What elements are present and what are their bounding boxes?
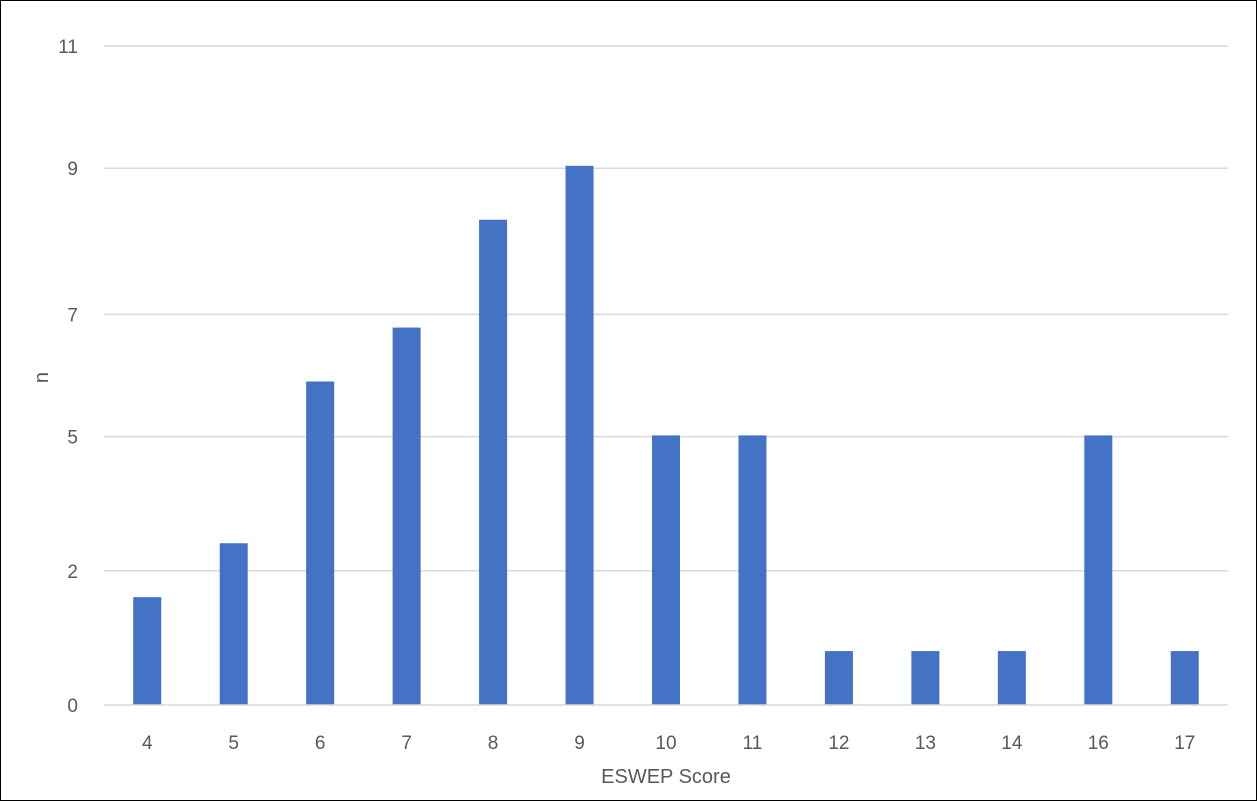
bar-5	[219, 543, 248, 705]
bar-17	[1170, 651, 1199, 705]
bar-8	[479, 219, 508, 705]
x-tick-label: 4	[142, 733, 153, 754]
x-tick-label: 16	[1088, 733, 1109, 754]
y-tick-label: 9	[67, 159, 78, 180]
y-axis-tick-labels: 0 2 5 7 9 11	[58, 37, 78, 717]
bar-7	[392, 327, 421, 705]
x-tick-label: 7	[401, 733, 412, 754]
bar-12	[824, 651, 853, 705]
x-axis-title: ESWEP Score	[601, 766, 731, 788]
x-tick-label: 9	[574, 733, 585, 754]
bar-6	[306, 381, 335, 705]
gridlines	[104, 45, 1228, 572]
x-tick-label: 14	[1001, 733, 1023, 754]
x-tick-label: 6	[315, 733, 326, 754]
bar-10	[652, 435, 680, 705]
bar-16	[1084, 435, 1113, 705]
y-tick-label: 2	[67, 562, 78, 583]
y-tick-label: 11	[58, 37, 78, 58]
y-tick-label: 5	[67, 428, 78, 449]
y-axis-title: n	[31, 372, 53, 383]
y-tick-label: 0	[67, 696, 78, 717]
x-tick-label: 5	[228, 733, 239, 754]
bar-14	[997, 651, 1026, 705]
x-tick-label: 8	[488, 733, 499, 754]
bars	[133, 165, 1199, 705]
bar-4	[133, 597, 162, 705]
x-tick-label: 12	[828, 733, 849, 754]
bar-13	[911, 651, 940, 705]
x-tick-label: 11	[743, 733, 763, 754]
x-tick-label: 13	[915, 733, 936, 754]
y-tick-label: 7	[67, 305, 78, 326]
bar-11	[738, 435, 767, 705]
x-axis-tick-labels: 4 5 6 7 8 9 10 11 12 13 14 16 17	[142, 733, 1195, 754]
bar-9	[565, 165, 594, 705]
x-tick-label: 17	[1174, 733, 1195, 754]
x-tick-label: 10	[655, 733, 676, 754]
